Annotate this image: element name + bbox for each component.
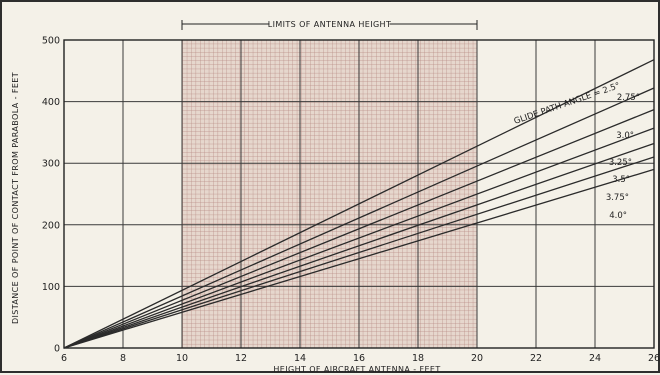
x-tick-label: 26	[648, 353, 660, 364]
y-tick-label: 100	[42, 282, 60, 293]
series-label: 3.25°	[609, 158, 632, 168]
y-tick-label: 300	[42, 159, 60, 170]
series-label: GLIDE PATH ANGLE = 2.5°	[513, 81, 622, 127]
x-tick-label: 14	[294, 353, 306, 364]
limits-of-antenna-height-label: LIMITS OF ANTENNA HEIGHT	[268, 20, 392, 29]
glide-path-line	[63, 59, 655, 349]
x-tick-label: 8	[120, 353, 126, 364]
series-label: 3.0°	[616, 131, 634, 141]
x-tick-label: 20	[471, 353, 483, 364]
glide-path-line	[63, 156, 655, 349]
y-axis-label: DISTANCE OF POINT OF CONTACT FROM PARABO…	[11, 72, 20, 324]
glide-path-line	[63, 108, 655, 349]
series-label: 3.75°	[606, 193, 629, 203]
series-label: 2.75°	[617, 93, 640, 103]
glide-path-line	[63, 142, 655, 349]
glide-path-line	[63, 168, 655, 349]
plot-frame	[63, 39, 655, 349]
series-label: 4.0°	[609, 211, 627, 221]
y-tick-label: 0	[54, 344, 60, 355]
x-axis-label: HEIGHT OF AIRCRAFT ANTENNA - FEET	[273, 365, 440, 374]
x-tick-label: 6	[61, 353, 67, 364]
glide-path-line	[63, 87, 655, 349]
x-tick-label: 12	[235, 353, 247, 364]
y-tick-label: 400	[42, 97, 60, 108]
x-tick-label: 18	[412, 353, 424, 364]
glide-path-line	[63, 127, 655, 349]
y-tick-label: 200	[42, 220, 60, 231]
x-tick-label: 24	[589, 353, 601, 364]
antenna-height-fine-grid	[182, 40, 477, 348]
series-label: 3.5°	[612, 175, 630, 185]
x-tick-label: 10	[176, 353, 188, 364]
x-tick-label: 16	[353, 353, 365, 364]
y-tick-label: 500	[42, 36, 60, 47]
x-tick-label: 22	[530, 353, 542, 364]
